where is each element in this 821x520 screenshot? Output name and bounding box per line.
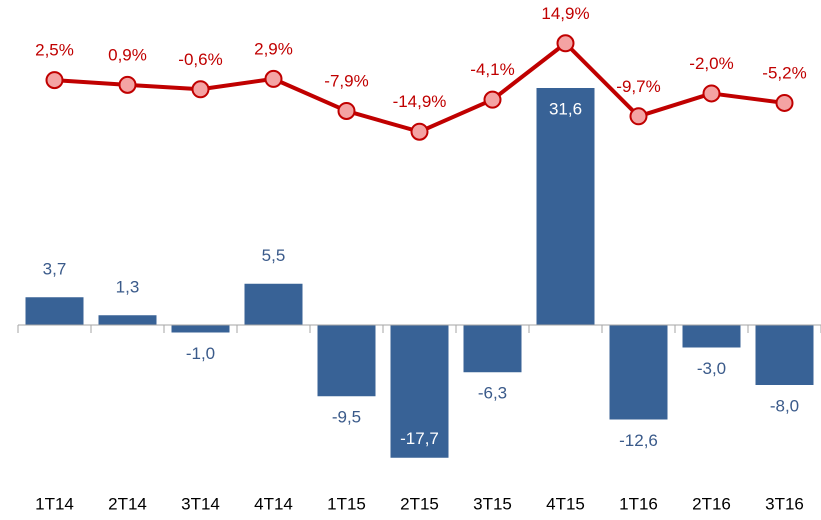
x-tick-label: 2T14 [108, 494, 147, 513]
line-value-label: -7,9% [324, 71, 368, 90]
bar [98, 315, 157, 325]
line-marker [45, 71, 64, 90]
x-tick-label: 3T16 [765, 494, 804, 513]
line-value-label: 0,9% [108, 45, 147, 64]
bar [171, 325, 230, 333]
x-tick-label: 1T15 [327, 494, 366, 513]
x-tick-label: 2T16 [692, 494, 731, 513]
line-marker [702, 84, 721, 103]
bar-value-label: 1,3 [116, 278, 140, 297]
bar-value-label: -12,6 [619, 431, 658, 450]
line-value-label: -5,2% [762, 63, 806, 82]
line-marker [410, 122, 429, 141]
x-tick-label: 1T14 [35, 494, 74, 513]
bar-value-label: -9,5 [332, 408, 361, 427]
line-marker [556, 34, 575, 53]
bar [609, 325, 668, 420]
line-marker [483, 90, 502, 109]
bar [25, 297, 84, 325]
line-marker [118, 75, 137, 94]
line-marker [775, 93, 794, 112]
bar [390, 325, 449, 458]
bar [244, 283, 303, 325]
line-value-label: -2,0% [689, 54, 733, 73]
x-tick-label: 2T15 [400, 494, 439, 513]
bar-value-label: 31,6 [549, 99, 582, 118]
line-marker [629, 107, 648, 126]
bar [536, 88, 595, 325]
bar [463, 325, 522, 373]
bar-value-label: -8,0 [770, 396, 799, 415]
line [54, 41, 785, 134]
x-tick-label: 3T14 [181, 494, 220, 513]
x-tick-label: 1T16 [619, 494, 658, 513]
bar-value-label: -3,0 [697, 359, 726, 378]
bar-value-label: 5,5 [262, 246, 286, 265]
bar [317, 325, 376, 397]
bar [755, 325, 814, 385]
line-value-label: -9,7% [616, 77, 660, 96]
bar-value-label: -6,3 [478, 384, 507, 403]
bar-value-label: -1,0 [186, 344, 215, 363]
bar-value-label: 3,7 [43, 260, 67, 279]
line-value-label: -0,6% [178, 50, 222, 69]
line-value-label: 2,5% [35, 41, 74, 60]
x-tick-label: 3T15 [473, 494, 512, 513]
line-value-label: -4,1% [470, 60, 514, 79]
x-tick-label: 4T14 [254, 494, 293, 513]
line-marker [337, 101, 356, 120]
bar-value-label: -17,7 [400, 429, 439, 448]
bar [682, 325, 741, 348]
line-marker [191, 80, 210, 99]
line-value-label: 2,9% [254, 39, 293, 58]
line-value-label: -14,9% [393, 92, 447, 111]
line-value-label: 14,9% [541, 4, 589, 23]
line-marker [264, 69, 283, 88]
x-tick-label: 4T15 [546, 494, 585, 513]
